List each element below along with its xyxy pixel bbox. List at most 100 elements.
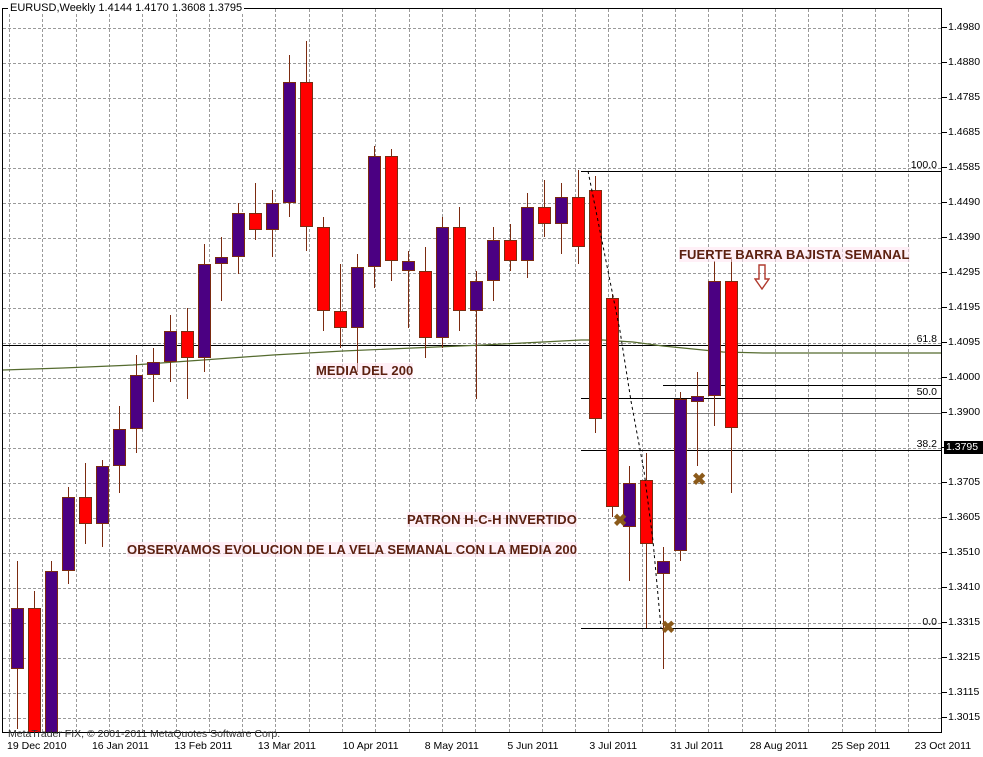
annotation-observamos: OBSERVAMOS EVOLUCION DE LA VELA SEMANAL … [127,542,578,557]
fibonacci-level-label: 0.0 [922,616,937,628]
copyright-label: MetaTrader FIX, © 2001-2011 MetaQuotes S… [8,728,281,740]
date-axis-tick: 31 Jul 2011 [670,740,724,752]
price-axis-tick: 1.3315 [942,616,980,628]
price-tick-mark [942,517,947,518]
price-axis-tick: 1.4490 [942,196,980,208]
date-axis-tick: 16 Jan 2011 [91,740,149,752]
date-axis-tick: 10 Apr 2011 [342,740,399,752]
price-tick-label: 1.3215 [948,651,981,663]
price-tick-mark [942,622,947,623]
grid-line-horizontal [3,718,941,719]
grid-line-vertical [142,9,144,732]
grid-line-vertical [908,9,910,732]
candle-body [78,496,92,524]
fibonacci-level-line[interactable] [3,345,941,346]
grid-line-horizontal [3,28,941,29]
candle-body [452,226,466,312]
x-marker-icon: ✖ [661,618,676,637]
chart-frame[interactable]: 100.0 61.8 50.0 38.2 0.0 FUERTE BARRA BAJIST… [2,8,942,733]
candle-body [401,260,415,271]
price-tick-label: 1.3410 [948,581,981,593]
grid-line-horizontal [3,63,941,64]
candle-body [639,479,653,544]
price-axis-tick: 1.3215 [942,651,981,663]
candle-body [520,206,534,261]
horizontal-ray[interactable] [663,385,941,386]
grid-line-vertical [108,9,110,732]
grid-line-horizontal [3,693,941,694]
fibonacci-level-label: 100.0 [910,159,937,171]
date-axis[interactable]: 19 Dec 2010 16 Jan 2011 13 Feb 2011 13 Mar … [0,738,983,757]
annotation-media-200: MEDIA DEL 200 [316,363,414,378]
candle-body [656,560,670,575]
price-tick-label: 1.4095 [948,336,981,348]
candle-body [367,156,381,268]
price-tick-mark [942,272,947,273]
candle-body [384,156,398,261]
price-axis-tick: 1.4000 [942,371,981,383]
price-tick-label: 1.4390 [948,231,981,243]
price-tick-mark [942,552,947,553]
candle-wick [340,264,341,349]
fibonacci-level-line[interactable] [581,450,941,451]
price-tick-mark [942,97,947,98]
down-arrow-icon [754,264,770,290]
grid-line-vertical [808,9,810,732]
date-axis-tick: 19 Dec 2010 [7,740,67,752]
price-tick-label: 1.3605 [948,511,981,523]
grid-line-vertical [242,9,244,732]
x-marker-icon: ✖ [613,511,628,530]
price-axis-tick: 1.4880 [942,56,980,68]
candle-wick [221,237,222,302]
candle-body [537,206,551,224]
date-axis-tick: 13 Feb 2011 [174,740,233,752]
fibonacci-level-line[interactable] [581,628,941,629]
candle-body [163,331,177,362]
candle-body [435,226,449,339]
candle-body [146,361,160,376]
candle-body [129,375,143,430]
grid-line-horizontal [3,273,941,274]
price-tick-mark [942,167,947,168]
candle-body [299,81,313,227]
candle-body [724,280,738,428]
price-tick-label: 1.4000 [948,371,981,383]
price-tick-mark [942,62,947,63]
price-axis-tick: 1.3705 [942,476,981,488]
candle-wick [255,183,256,241]
price-tick-mark [942,657,947,658]
date-axis-tick: 5 Jun 2011 [507,740,559,752]
chart-plot-area[interactable]: 100.0 61.8 50.0 38.2 0.0 FUERTE BARRA BAJIST… [3,9,941,732]
fibonacci-level-line[interactable] [581,398,941,399]
grid-line-horizontal [3,203,941,204]
candle-body [707,280,721,396]
price-tick-mark [942,377,947,378]
price-tick-label: 1.3115 [948,686,980,698]
fibonacci-level-line[interactable] [581,171,941,172]
candle-body [605,297,619,507]
horizontal-ray[interactable] [643,413,941,414]
price-axis-tick: 1.4390 [942,231,981,243]
price-tick-label: 1.3705 [948,476,981,488]
price-tick-label: 1.4295 [948,266,981,278]
candle-body [503,240,517,261]
current-price-badge: 1.3795 [944,441,983,454]
price-tick-label: 1.3510 [948,546,981,558]
price-axis-tick: 1.3015 [942,711,980,723]
candle-body [554,196,568,224]
price-tick-label: 1.4980 [948,21,981,33]
grid-line-horizontal [3,378,941,379]
price-axis-tick: 1.3115 [942,686,980,698]
price-axis[interactable]: 1.4980 1.4880 1.4785 1.4685 1.4585 1.4490 1.43… [942,8,983,733]
grid-line-horizontal [3,238,941,239]
fibonacci-level-label: 61.8 [916,333,937,345]
grid-line-vertical [841,9,843,732]
price-tick-label: 1.4785 [948,91,981,103]
grid-line-horizontal [3,588,941,589]
price-tick-mark [942,482,947,483]
date-axis-tick: 23 Oct 2011 [914,740,972,752]
candle-body [282,81,296,204]
price-tick-mark [942,202,947,203]
candle-body [571,196,585,248]
